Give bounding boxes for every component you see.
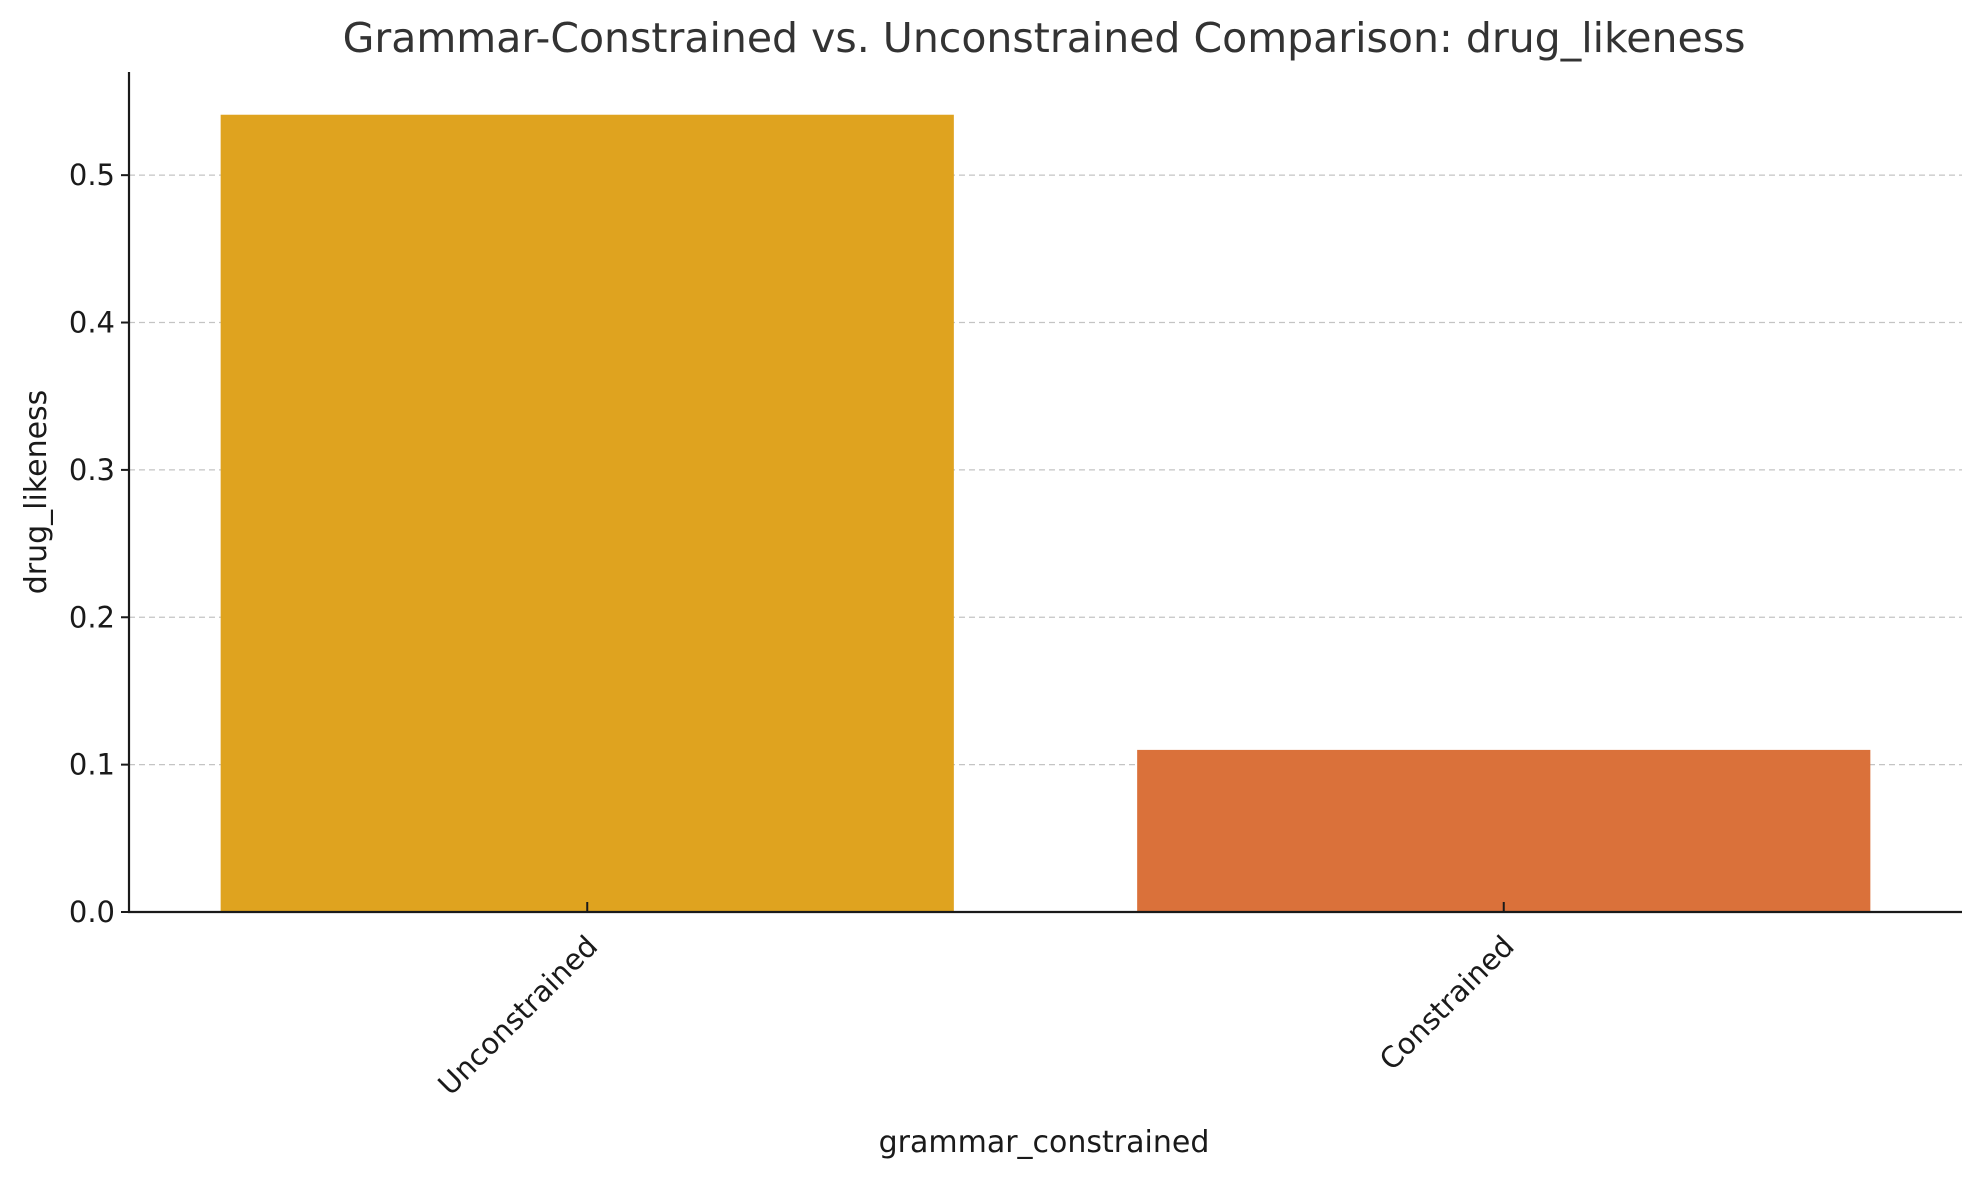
bar-constrained bbox=[1137, 749, 1871, 912]
bar-unconstrained bbox=[220, 114, 954, 913]
bars bbox=[220, 114, 1871, 913]
y-tick-label-1: 0.1 bbox=[69, 748, 115, 782]
x-axis-label: grammar_constrained bbox=[879, 1125, 1210, 1160]
y-tick-label-2: 0.2 bbox=[69, 600, 115, 634]
y-axis-label: drug_likeness bbox=[19, 390, 54, 595]
x-ticks: Unconstrained Constrained bbox=[431, 902, 1521, 1102]
y-tick-label-0: 0.0 bbox=[69, 895, 115, 929]
y-tick-label-5: 0.5 bbox=[69, 158, 115, 192]
x-tick-label-unconstrained: Unconstrained bbox=[431, 929, 604, 1102]
y-ticks: 0.0 0.1 0.2 0.3 0.4 0.5 bbox=[69, 158, 129, 929]
x-tick-label-constrained: Constrained bbox=[1373, 929, 1521, 1077]
y-tick-label-3: 0.3 bbox=[69, 453, 115, 487]
y-tick-label-4: 0.4 bbox=[69, 306, 115, 340]
chart-title: Grammar-Constrained vs. Unconstrained Co… bbox=[343, 14, 1746, 62]
